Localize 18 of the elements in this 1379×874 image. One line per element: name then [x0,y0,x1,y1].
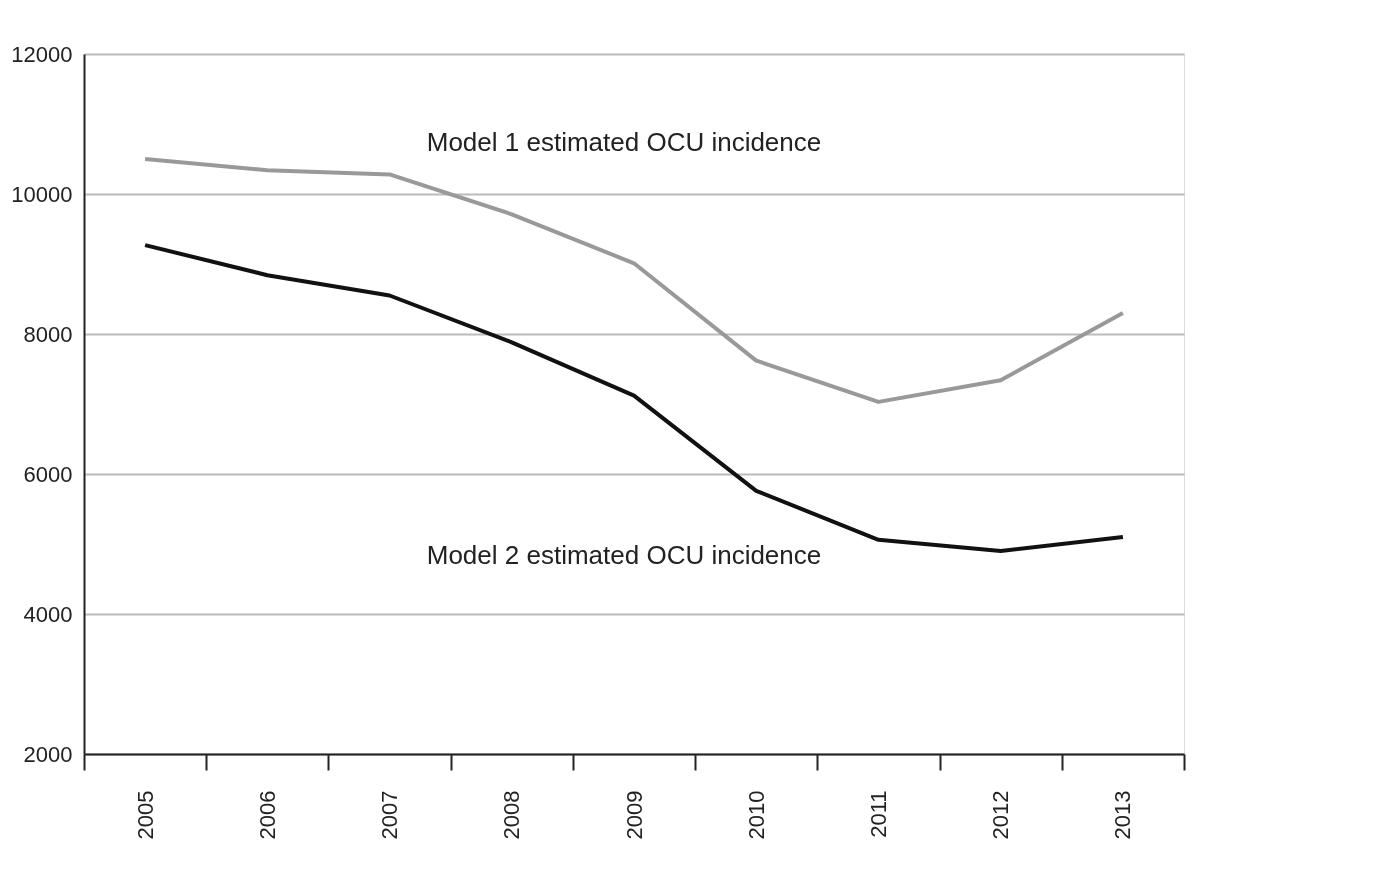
x-tick-label: 2013 [1110,790,1136,840]
series-label: Model 1 estimated OCU incidence [426,127,822,158]
x-tick-label: 2011 [865,790,891,838]
line-series [143,157,1125,404]
y-tick-label: 6000 [23,461,73,487]
y-tick-label: 10000 [11,181,73,207]
y-tick-label: 8000 [23,321,73,347]
x-tick-label: 2008 [499,790,525,840]
x-tick-label: 2006 [254,790,280,840]
y-tick-label: 2000 [23,741,73,767]
x-tick-label: 2005 [132,790,158,840]
x-tick-label: 2009 [621,790,647,840]
y-tick-label: 4000 [23,601,73,627]
x-tick-label: 2010 [743,790,769,840]
series-label: Model 2 estimated OCU incidence [426,539,822,570]
x-tick-label: 2012 [988,790,1014,840]
x-tick-label: 2007 [377,790,403,840]
y-tick-label: 12000 [11,41,73,67]
